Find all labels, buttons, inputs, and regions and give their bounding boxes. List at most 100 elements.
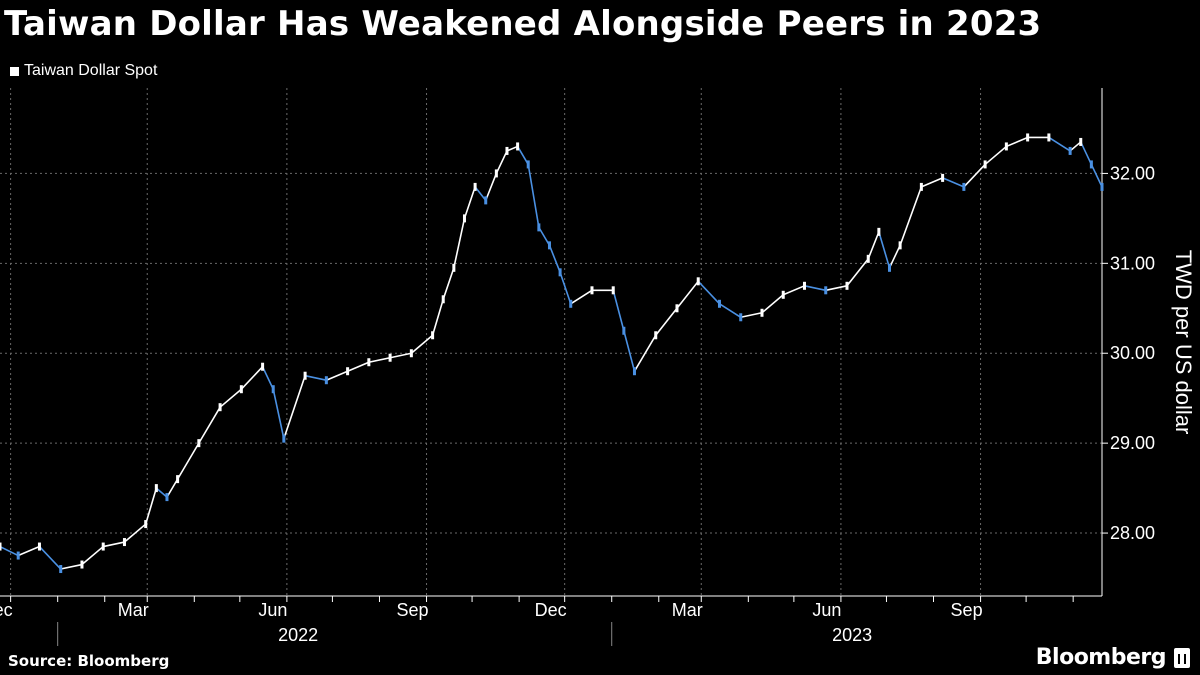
series-segment: [283, 374, 306, 440]
series-segment: [846, 258, 870, 287]
series-segment: [761, 293, 785, 314]
series-segment: [346, 361, 370, 373]
data-point: [558, 268, 562, 277]
series-segment: [984, 145, 1008, 166]
series-segment: [569, 289, 593, 305]
data-point: [760, 308, 764, 317]
series-segment: [272, 388, 285, 440]
data-point: [569, 299, 573, 308]
series-segment: [0, 545, 20, 557]
series-segment: [527, 163, 540, 229]
series-segment: [623, 329, 636, 373]
x-tick-label: Mar: [672, 600, 703, 620]
data-point: [547, 241, 551, 250]
data-point: [1068, 146, 1072, 155]
series-segment: [633, 334, 657, 373]
data-point: [165, 493, 169, 502]
series-segment: [941, 177, 965, 188]
data-point: [1079, 137, 1083, 146]
x-tick-label: Dec: [535, 600, 567, 620]
series-segment: [654, 307, 678, 337]
series-segment: [325, 370, 349, 382]
x-tick-label: Mar: [118, 600, 149, 620]
y-tick-label: 29.00: [1110, 433, 1155, 453]
legend-label: Taiwan Dollar Spot: [24, 62, 158, 79]
series-segment: [1048, 136, 1071, 152]
series-segment: [559, 271, 572, 305]
data-point: [441, 295, 445, 304]
data-point: [324, 376, 328, 385]
y-axis-title: TWD per US dollar: [1171, 250, 1196, 435]
data-point: [218, 403, 222, 412]
series-segment: [17, 545, 41, 557]
data-point: [505, 146, 509, 155]
series-segment: [463, 186, 476, 220]
series-segment: [1079, 141, 1093, 166]
series-segment: [240, 365, 264, 391]
series-segment: [963, 163, 986, 188]
series-segment: [261, 365, 275, 391]
data-point: [919, 182, 923, 191]
data-point: [80, 560, 84, 569]
series-segment: [474, 186, 487, 202]
data-point: [516, 142, 520, 151]
y-tick-label: 32.00: [1110, 163, 1155, 183]
series-segment: [304, 374, 328, 382]
data-point: [611, 286, 615, 295]
series-segment: [389, 352, 413, 359]
series-layer: [0, 133, 1104, 574]
data-point: [452, 263, 456, 272]
data-point: [962, 182, 966, 191]
series-segment: [453, 217, 466, 269]
data-point: [176, 475, 180, 484]
series-segment: [718, 302, 742, 319]
series-segment: [920, 177, 944, 188]
data-point: [59, 565, 63, 574]
x-tick-label: Sep: [397, 600, 429, 620]
series-segment: [612, 289, 625, 332]
data-point: [462, 214, 466, 223]
data-point: [590, 286, 594, 295]
series-segment: [878, 231, 891, 269]
series-segment: [368, 356, 391, 364]
data-point: [983, 160, 987, 169]
chart-title: Taiwan Dollar Has Weakened Alongside Pee…: [4, 4, 1042, 44]
data-point: [781, 290, 785, 299]
data-point: [1100, 182, 1104, 191]
series-segment: [803, 285, 827, 292]
series-segment: [867, 231, 880, 260]
data-point: [122, 538, 126, 547]
series-segment: [123, 523, 147, 543]
data-point: [388, 353, 392, 362]
series-segment: [676, 280, 700, 310]
legend: Taiwan Dollar Spot: [10, 62, 157, 80]
series-segment: [495, 150, 508, 175]
data-point: [941, 173, 945, 182]
data-point: [537, 223, 541, 232]
data-point: [494, 169, 498, 178]
series-segment: [155, 487, 168, 498]
axis-layer: 28.00 29.00 30.00 31.00 32.00 Dec Mar Jun Sep Dec…: [0, 88, 1155, 646]
data-point: [431, 331, 435, 340]
series-segment: [516, 145, 530, 166]
series-segment: [81, 545, 105, 566]
brand-logo: Bloomberg: [1036, 645, 1190, 670]
series-segment: [739, 311, 763, 319]
series-segment: [888, 244, 901, 269]
data-point: [367, 358, 371, 367]
data-point: [1004, 142, 1008, 151]
series-segment: [410, 334, 434, 355]
series-segment: [219, 388, 243, 408]
data-point: [877, 227, 881, 236]
series-segment: [1069, 141, 1082, 152]
series-segment: [899, 186, 923, 247]
brand-name: Bloomberg: [1035, 645, 1167, 670]
data-point: [154, 484, 158, 493]
series-segment: [538, 226, 551, 247]
data-point: [824, 286, 828, 295]
series-segment: [38, 545, 62, 570]
bloomberg-terminal-icon: [1174, 647, 1190, 668]
data-point: [696, 277, 700, 286]
